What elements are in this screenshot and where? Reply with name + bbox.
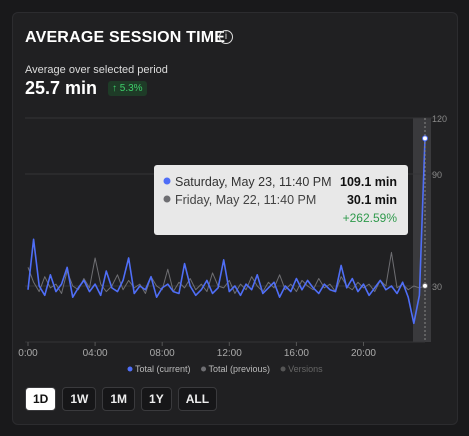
tooltip-dot xyxy=(163,195,171,203)
y-tick-label: 90 xyxy=(432,170,442,180)
average-value: 25.7 min xyxy=(25,78,98,98)
tooltip-value: 30.1 min xyxy=(347,193,397,207)
legend-dot xyxy=(280,366,286,372)
hover-point xyxy=(422,282,428,289)
x-tick-label: 0:00 xyxy=(18,348,38,359)
title: AVERAGE SESSION TIME xyxy=(25,29,226,46)
x-tick-label: 04:00 xyxy=(83,348,108,359)
range-buttons: 1D 1W 1M 1Y ALL xyxy=(25,387,218,411)
legend-dot xyxy=(201,366,207,372)
subtitle: Average over selected period xyxy=(25,64,168,76)
legend-label: Versions xyxy=(288,364,323,374)
x-tick-label: 16:00 xyxy=(284,348,309,359)
tooltip-change: +262.59% xyxy=(343,211,398,225)
range-button[interactable]: 1W xyxy=(62,387,97,411)
hover-point xyxy=(422,135,428,142)
range-button[interactable]: ALL xyxy=(177,387,218,411)
range-button[interactable]: 1M xyxy=(102,387,136,411)
x-tick-label: 20:00 xyxy=(351,348,376,359)
legend-dot xyxy=(127,366,133,372)
tooltip-date: Saturday, May 23, 11:40 PM xyxy=(175,175,332,189)
tooltip-value: 109.1 min xyxy=(340,175,397,189)
change-text: 5.3% xyxy=(119,83,143,94)
series-line xyxy=(27,138,426,325)
legend-label: Total (current) xyxy=(135,364,191,374)
y-tick-label: 30 xyxy=(432,282,442,292)
legend-label: Total (previous) xyxy=(209,364,271,374)
y-tick-label: 120 xyxy=(432,114,447,124)
tooltip-dot xyxy=(163,177,171,185)
series-line xyxy=(27,251,426,294)
tooltip xyxy=(154,165,408,235)
info-icon[interactable]: i xyxy=(219,30,233,44)
x-tick-label: 12:00 xyxy=(217,348,242,359)
range-button[interactable]: 1Y xyxy=(141,387,172,411)
x-tick-label: 08:00 xyxy=(150,348,175,359)
tooltip-date: Friday, May 22, 11:40 PM xyxy=(175,193,316,207)
change-badge: ↑ 5.3% xyxy=(108,81,147,96)
range-button[interactable]: 1D xyxy=(25,387,57,411)
